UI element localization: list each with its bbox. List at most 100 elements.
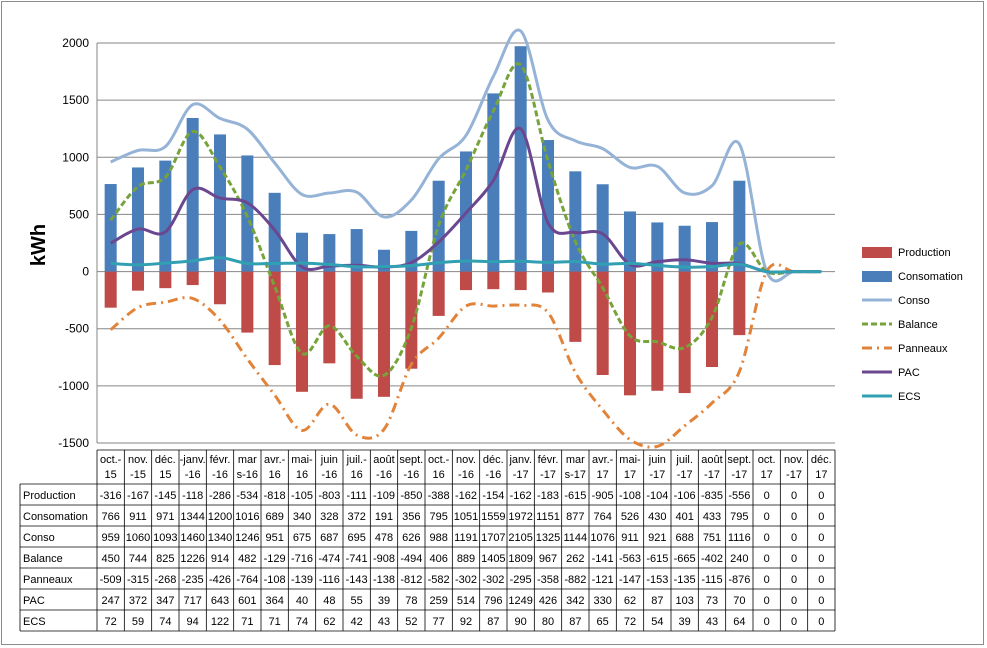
table-cell: -268 xyxy=(154,574,176,586)
table-row-header: PAC xyxy=(23,595,45,607)
table-cell: -563 xyxy=(619,553,641,565)
bar-production xyxy=(241,271,254,333)
table-cell: 1344 xyxy=(180,511,204,523)
table-cell: 795 xyxy=(730,511,748,523)
y-tick-label: 1500 xyxy=(62,93,89,107)
table-cell: 52 xyxy=(405,616,417,628)
table-cell: -104 xyxy=(646,490,668,502)
table-cell: -665 xyxy=(674,553,696,565)
category-label: févr. xyxy=(210,454,231,466)
category-label: -17 xyxy=(677,469,693,481)
table-cell: -162 xyxy=(455,490,477,502)
y-tick-label: 500 xyxy=(69,207,89,221)
category-label: juin xyxy=(648,454,666,466)
table-cell: 356 xyxy=(402,511,420,523)
table-cell: 90 xyxy=(515,616,527,628)
table-cell: 0 xyxy=(764,553,770,565)
table-cell: -615 xyxy=(646,553,668,565)
table-cell: -315 xyxy=(127,574,149,586)
category-label: -17 xyxy=(731,469,747,481)
table-cell: -108 xyxy=(264,574,286,586)
table-cell: 0 xyxy=(818,490,824,502)
category-label: -17 xyxy=(513,469,529,481)
table-cell: 62 xyxy=(323,616,335,628)
table-cell: 688 xyxy=(675,532,693,544)
bar-consomation xyxy=(159,160,172,272)
table-cell: 0 xyxy=(764,616,770,628)
table-cell: -235 xyxy=(182,574,204,586)
table-cell: 0 xyxy=(764,490,770,502)
table-cell: 988 xyxy=(429,532,447,544)
table-cell: 39 xyxy=(679,616,691,628)
table-cell: -183 xyxy=(537,490,559,502)
table-cell: 247 xyxy=(101,595,119,607)
legend-swatch xyxy=(862,247,892,258)
table-cell: 259 xyxy=(429,595,447,607)
category-label: nov. xyxy=(784,454,804,466)
table-cell: 103 xyxy=(675,595,693,607)
table-cell: -358 xyxy=(537,574,559,586)
table-cell: 1707 xyxy=(481,532,505,544)
category-label: 16 xyxy=(433,469,445,481)
bar-production xyxy=(186,271,199,286)
table-cell: -121 xyxy=(592,574,614,586)
table-cell: 1076 xyxy=(590,532,614,544)
table-cell: 0 xyxy=(818,616,824,628)
table-cell: 342 xyxy=(566,595,584,607)
category-label: oct.- xyxy=(100,454,122,466)
y-tick-label: -1000 xyxy=(58,379,89,393)
table-cell: 0 xyxy=(818,511,824,523)
table-cell: 1246 xyxy=(235,532,259,544)
legend-label: ECS xyxy=(898,391,921,403)
table-cell: 77 xyxy=(433,616,445,628)
category-label: déc. xyxy=(155,454,176,466)
bar-consomation xyxy=(514,46,527,272)
category-label: juil.- xyxy=(346,454,368,466)
table-cell: 191 xyxy=(375,511,393,523)
bar-consomation xyxy=(705,222,719,272)
bar-production xyxy=(159,271,172,289)
table-cell: 70 xyxy=(733,595,745,607)
bar-production xyxy=(377,271,391,397)
table-cell: 1151 xyxy=(536,511,560,523)
table-cell: -474 xyxy=(318,553,340,565)
category-label: janv. xyxy=(508,454,531,466)
category-label: déc. xyxy=(811,454,832,466)
table-cell: 372 xyxy=(129,595,147,607)
category-label: nov. xyxy=(128,454,148,466)
table-cell: 1200 xyxy=(208,511,232,523)
table-cell: -106 xyxy=(674,490,696,502)
table-cell: 364 xyxy=(265,595,283,607)
table-cell: 0 xyxy=(818,574,824,586)
line-conso xyxy=(110,28,822,283)
table-cell: 87 xyxy=(487,616,499,628)
bar-consomation xyxy=(596,184,609,272)
table-cell: 42 xyxy=(351,616,363,628)
table-cell: -615 xyxy=(564,490,586,502)
legend-label: Balance xyxy=(898,319,938,331)
table-cell: 430 xyxy=(648,511,666,523)
bar-consomation xyxy=(350,229,363,272)
legend-label: Production xyxy=(898,247,951,259)
table-cell: 92 xyxy=(460,616,472,628)
y-tick-label: 2000 xyxy=(62,36,89,50)
bar-production xyxy=(514,271,527,291)
table-cell: 1559 xyxy=(481,511,505,523)
table-cell: 328 xyxy=(320,511,338,523)
table-cell: -115 xyxy=(701,574,722,586)
category-label: -16 xyxy=(321,469,337,481)
category-label: juin xyxy=(320,454,338,466)
table-cell: -108 xyxy=(619,490,641,502)
table-cell: 347 xyxy=(156,595,174,607)
table-cell: 689 xyxy=(265,511,283,523)
category-label: 16 xyxy=(351,469,363,481)
table-cell: -534 xyxy=(236,490,258,502)
table-cell: 0 xyxy=(764,511,770,523)
table-cell: 796 xyxy=(484,595,502,607)
table-cell: 1325 xyxy=(536,532,560,544)
table-cell: 1051 xyxy=(454,511,478,523)
bar-production xyxy=(541,271,555,293)
table-cell: 675 xyxy=(293,532,311,544)
bar-production xyxy=(350,271,363,399)
category-label: mai- xyxy=(291,454,313,466)
